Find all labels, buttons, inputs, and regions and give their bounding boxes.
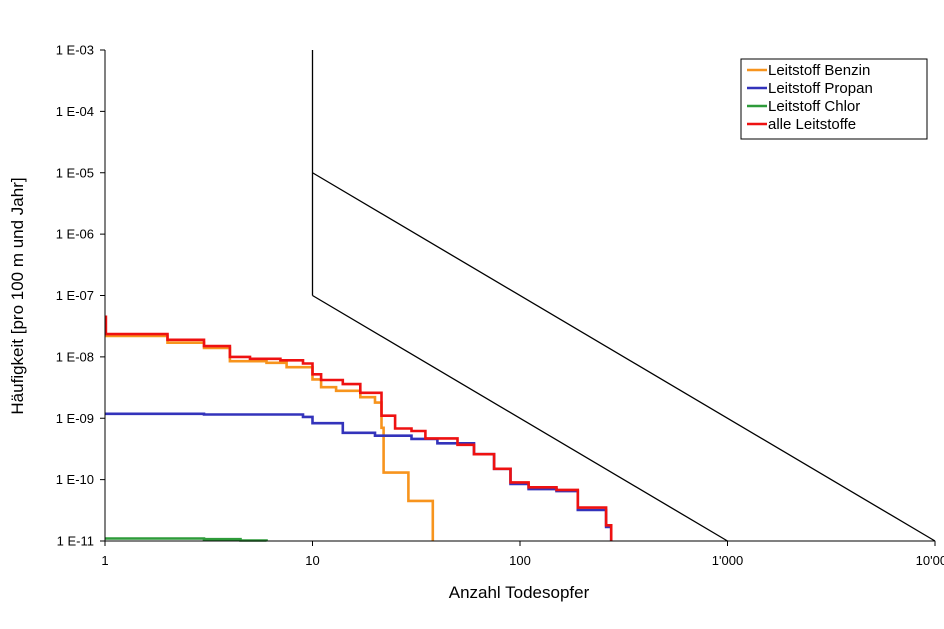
y-tick-label: 1 E-11 xyxy=(57,534,94,549)
legend-label: Leitstoff Benzin xyxy=(768,62,870,79)
y-tick-label: 1 E-09 xyxy=(56,411,94,426)
series-line-4 xyxy=(104,315,613,541)
x-tick-label: 10 xyxy=(305,553,319,568)
series-line-1 xyxy=(105,334,435,541)
y-tick-label: 1 E-06 xyxy=(56,227,94,242)
limit-line-3 xyxy=(312,294,728,542)
y-tick-label: 1 E-03 xyxy=(56,43,94,58)
x-tick-label: 1 xyxy=(101,553,108,568)
y-tick-label: 1 E-05 xyxy=(56,165,94,180)
y-tick-label: 1 E-08 xyxy=(56,349,94,364)
limit-line-2 xyxy=(312,172,936,542)
x-axis-title: Anzahl Todesopfer xyxy=(449,583,590,602)
x-tick-label: 100 xyxy=(509,553,531,568)
x-axis-ticks: 1 10 100 1'000 10'000 xyxy=(101,541,944,568)
legend-box xyxy=(740,58,928,140)
legend-label: alle Leitstoffe xyxy=(768,116,856,133)
y-axis-title: Häufigkeit [pro 100 m und Jahr] xyxy=(8,177,27,414)
y-tick-label: 1 E-10 xyxy=(56,472,94,487)
y-tick-label: 1 E-04 xyxy=(56,104,94,119)
x-tick-label: 10'000 xyxy=(916,553,944,568)
limit-lines xyxy=(311,50,936,542)
x-tick-label: 1'000 xyxy=(712,553,743,568)
legend-label: Leitstoff Chlor xyxy=(768,98,860,115)
legend-label: Leitstoff Propan xyxy=(768,80,873,97)
y-tick-label: 1 E-07 xyxy=(56,288,94,303)
y-axis-ticks: 1 E-03 1 E-04 1 E-05 1 E-06 1 E-07 1 E-08 1 E-… xyxy=(56,43,105,549)
